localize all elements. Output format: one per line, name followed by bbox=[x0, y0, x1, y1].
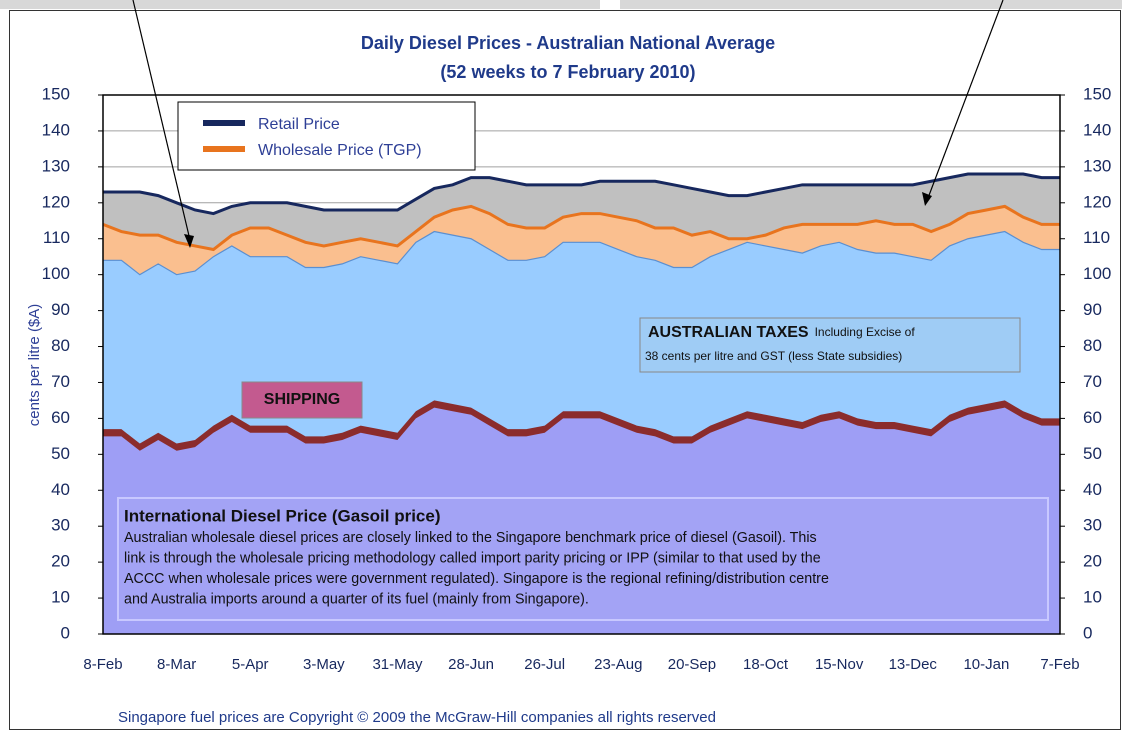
shipping-box bbox=[241, 381, 363, 419]
y-tick-label: 50 bbox=[51, 444, 70, 463]
frame bbox=[9, 10, 1121, 730]
y-tick-label: 60 bbox=[51, 408, 70, 427]
taxes-note: Including Excise of bbox=[815, 325, 916, 339]
y-tick-label: 140 bbox=[42, 120, 70, 139]
y2-tick-label: 60 bbox=[1083, 408, 1102, 427]
x-tick-label: 23-Aug bbox=[594, 656, 642, 673]
y2-tick-label: 120 bbox=[1083, 192, 1111, 211]
y2-tick-label: 150 bbox=[1083, 84, 1111, 103]
taxes-title-text: AUSTRALIAN TAXES bbox=[648, 324, 809, 341]
x-tick-label: 3-May bbox=[303, 656, 345, 673]
y-tick-label: 20 bbox=[51, 552, 70, 571]
x-tick-label: 13-Dec bbox=[889, 656, 938, 673]
arrow-head bbox=[184, 234, 194, 248]
gasoil-text: ACCC when wholesale prices were governme… bbox=[124, 571, 829, 587]
y-tick-label: 10 bbox=[51, 588, 70, 607]
price-line bbox=[102, 204, 1060, 252]
taxes-title: AUSTRALIAN TAXES Including Excise of bbox=[648, 324, 915, 341]
y-tick-label: 120 bbox=[42, 192, 70, 211]
y2-tick-label: 100 bbox=[1083, 264, 1111, 283]
x-tick-label: 20-Sep bbox=[668, 656, 716, 673]
x-tick-label: 18-Oct bbox=[743, 656, 789, 673]
y2-tick-label: 70 bbox=[1083, 372, 1102, 391]
x-tick-label: 31-May bbox=[372, 656, 423, 673]
y2-tick-label: 130 bbox=[1083, 156, 1111, 175]
shipping-label: SHIPPING bbox=[264, 391, 340, 408]
gasoil-text: Australian wholesale diesel prices are c… bbox=[124, 530, 817, 546]
y2-tick-label: 0 bbox=[1083, 623, 1092, 642]
y-tick-label: 30 bbox=[51, 516, 70, 535]
x-tick-label: 26-Jul bbox=[524, 656, 565, 673]
top-strip bbox=[0, 0, 600, 9]
y2-tick-label: 10 bbox=[1083, 588, 1102, 607]
x-tick-label: 15-Nov bbox=[815, 656, 864, 673]
y-tick-label: 40 bbox=[51, 480, 70, 499]
gasoil-text: link is through the wholesale pricing me… bbox=[124, 550, 821, 566]
y-tick-label: 70 bbox=[51, 372, 70, 391]
y2-tick-label: 80 bbox=[1083, 336, 1102, 355]
y-tick-label: 80 bbox=[51, 336, 70, 355]
y2-tick-label: 30 bbox=[1083, 516, 1102, 535]
x-tick-label: 10-Jan bbox=[963, 656, 1009, 673]
x-tick-label: 28-Jun bbox=[448, 656, 494, 673]
x-tick-label: 8-Feb bbox=[83, 656, 122, 673]
y2-tick-label: 90 bbox=[1083, 300, 1102, 319]
x-tick-label: 5-Apr bbox=[232, 656, 269, 673]
y-tick-label: 150 bbox=[42, 84, 70, 103]
footer: Singapore fuel prices are Copyright © 20… bbox=[118, 709, 716, 726]
taxes-box bbox=[639, 317, 1021, 373]
gasoil-box bbox=[117, 497, 1049, 621]
legend bbox=[177, 101, 476, 171]
gasoil-text: and Australia imports around a quarter o… bbox=[124, 591, 589, 607]
chart-subtitle: (52 weeks to 7 February 2010) bbox=[440, 62, 695, 82]
arrow-head bbox=[922, 192, 932, 206]
taxes-note2: 38 cents per litre and GST (less State s… bbox=[645, 349, 902, 363]
plot-border bbox=[102, 94, 1061, 635]
y-axis-label: cents per litre ($A) bbox=[26, 304, 43, 427]
y-tick-label: 0 bbox=[61, 623, 70, 642]
arrow bbox=[927, 0, 1004, 199]
y2-tick-label: 40 bbox=[1083, 480, 1102, 499]
chart-title: Daily Diesel Prices - Australian Nationa… bbox=[361, 33, 775, 53]
y-tick-label: 100 bbox=[42, 264, 70, 283]
legend-label: Retail Price bbox=[258, 116, 340, 133]
y2-tick-label: 110 bbox=[1083, 228, 1110, 247]
y-tick-label: 90 bbox=[51, 300, 70, 319]
y2-tick-label: 140 bbox=[1083, 120, 1111, 139]
y-tick-label: 110 bbox=[43, 228, 70, 247]
legend-label: Wholesale Price (TGP) bbox=[258, 142, 422, 159]
tax-edge bbox=[103, 230, 1060, 276]
gasoil-title: International Diesel Price (Gasoil price… bbox=[124, 506, 441, 525]
y2-tick-label: 50 bbox=[1083, 444, 1102, 463]
x-tick-label: 7-Feb bbox=[1040, 656, 1079, 673]
arrow bbox=[132, 0, 191, 241]
top-strip bbox=[620, 0, 1122, 9]
y-tick-label: 130 bbox=[42, 156, 70, 175]
x-tick-label: 8-Mar bbox=[157, 656, 196, 673]
price-line bbox=[103, 172, 1060, 216]
y2-tick-label: 20 bbox=[1083, 552, 1102, 571]
